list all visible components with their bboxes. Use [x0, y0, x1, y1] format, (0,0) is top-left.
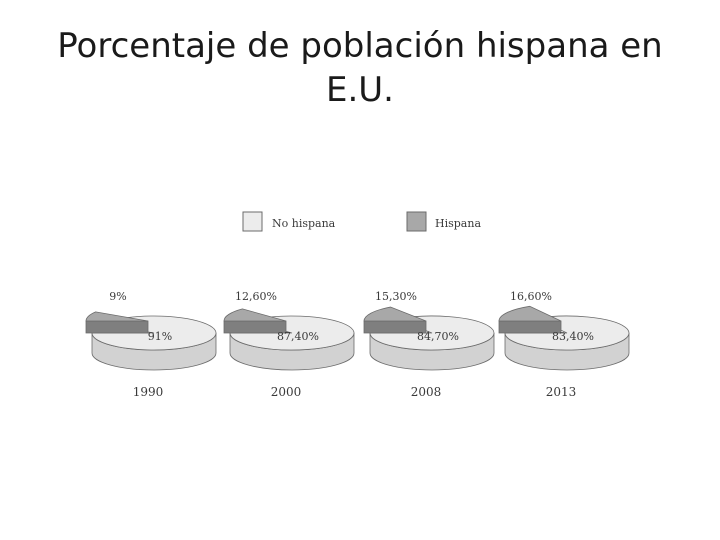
pie-side-hispana-1990: [85, 320, 149, 334]
pie-2000: 12,60% 87,40% 2000: [223, 290, 355, 399]
legend-swatch-no-hispana: [242, 211, 263, 232]
legend-label-no-hispana: No hispana: [272, 217, 336, 230]
data-label-hispana-1990: 9%: [109, 290, 126, 303]
year-label-1990: 1990: [133, 385, 164, 399]
data-label-hispana-2000: 12,60%: [235, 290, 277, 303]
data-label-no-hispana-2013: 83,40%: [552, 330, 594, 343]
pie-slice-hispana-2013: [498, 305, 562, 322]
legend-label-hispana: Hispana: [435, 217, 481, 230]
pie-slice-hispana-2008: [363, 306, 427, 322]
pie-2008: 15,30% 84,70% 2008: [363, 290, 495, 399]
data-label-hispana-2013: 16,60%: [510, 290, 552, 303]
data-label-no-hispana-2008: 84,70%: [417, 330, 459, 343]
pie-1990: 9% 91% 1990: [85, 290, 217, 399]
pie-slice-no-hispana-2000: [229, 315, 355, 351]
pie-2013: 16,60% 83,40% 2013: [498, 290, 630, 399]
year-label-2000: 2000: [271, 385, 302, 399]
slide-title: Porcentaje de población hispana en E.U.: [57, 26, 663, 110]
pie-slice-hispana-2000: [223, 308, 287, 322]
year-label-2013: 2013: [546, 385, 577, 399]
legend-swatch-hispana: [406, 211, 427, 232]
data-label-no-hispana-1990: 91%: [148, 330, 172, 343]
year-label-2008: 2008: [411, 385, 442, 399]
pie-slice-no-hispana-2008: [369, 315, 495, 351]
pie-slice-no-hispana-2013: [504, 315, 630, 351]
pie-slice-hispana-1990: [85, 311, 149, 322]
data-label-no-hispana-2000: 87,40%: [277, 330, 319, 343]
data-label-hispana-2008: 15,30%: [375, 290, 417, 303]
